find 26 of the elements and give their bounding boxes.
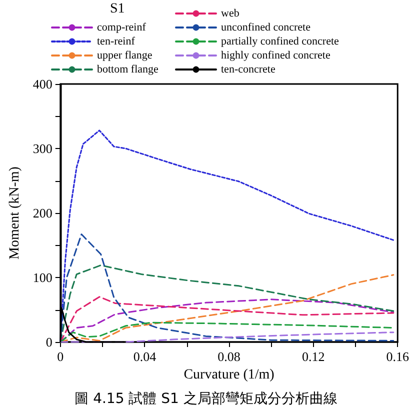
y-axis-title: Moment (kN-m)	[8, 166, 22, 260]
x-tick-label: 0.12	[302, 349, 325, 364]
caption: 圖 4.15 試體 S1 之局部彎矩成分分析曲線	[74, 391, 338, 407]
legend-label: highly confined concrete	[221, 50, 330, 62]
y-tick-label: 100	[32, 270, 52, 285]
y-tick-label: 400	[32, 76, 52, 92]
legend-label: web	[221, 8, 240, 20]
legend-label: unconfined concrete	[221, 22, 311, 34]
x-tick-label: 0.04	[133, 349, 157, 364]
legend-label: bottom flange	[97, 64, 159, 76]
line-series	[60, 332, 394, 343]
x-tick-label: 0	[57, 349, 64, 364]
y-tick-label: 200	[32, 206, 52, 220]
y-tick-label: 300	[32, 141, 52, 156]
line-series	[60, 322, 394, 343]
line-series	[60, 234, 394, 343]
x-tick-label: 0.08	[218, 349, 240, 364]
legend-title: S1	[110, 2, 125, 16]
y-tick-label: 0	[46, 334, 52, 350]
legend-label: ten-reinf	[97, 36, 136, 48]
x-tick-label: 0.16	[386, 349, 410, 364]
legend-label: comp-reinf	[97, 22, 146, 34]
legend-label: ten-concrete	[221, 64, 276, 76]
legend-label: upper flange	[97, 50, 152, 62]
x-axis-title: Curvature (1/m)	[184, 367, 275, 382]
legend-label: partially confined concrete	[221, 36, 339, 48]
